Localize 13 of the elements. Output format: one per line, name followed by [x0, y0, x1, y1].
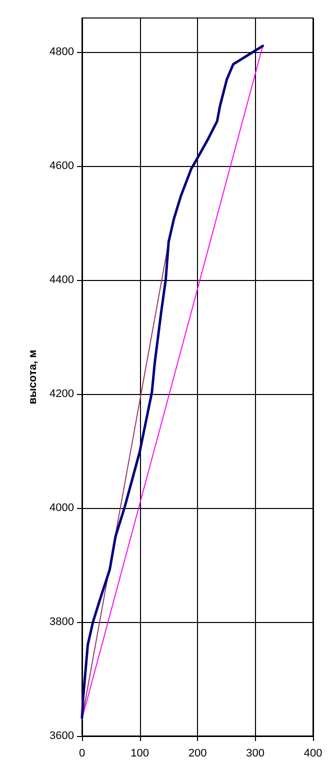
x-tick-label: 300: [246, 748, 264, 760]
y-tick-label: 4000: [50, 502, 74, 514]
y-axis-title: высота, м: [27, 350, 40, 404]
x-tick-label: 400: [304, 748, 322, 760]
y-tick-label: 4400: [50, 274, 74, 286]
y-tick-label: 4600: [50, 160, 74, 172]
y-tick-label: 3800: [50, 616, 74, 628]
y-tick-label: 4200: [50, 388, 74, 400]
x-tick-label: 200: [188, 748, 207, 760]
y-tick-label: 3600: [50, 730, 74, 742]
y-tick-label: 4800: [50, 46, 74, 58]
x-tick-label: 0: [78, 748, 86, 760]
x-tick-label: 100: [130, 748, 149, 760]
